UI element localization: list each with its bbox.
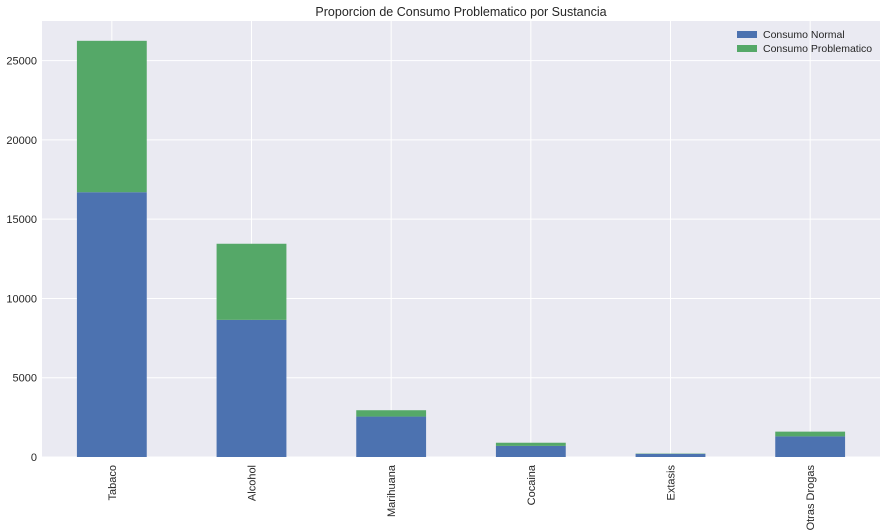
bar-consumo-normal bbox=[635, 453, 706, 457]
x-tick-label: Cocaina bbox=[526, 464, 538, 505]
legend: Consumo Normal Consumo Problematico bbox=[737, 29, 872, 55]
x-tick-label: Extasis bbox=[666, 465, 678, 501]
plot-background bbox=[42, 21, 880, 457]
x-axis-ticks: Tabaco Alcohol Marihuana Cocaina Extasis Otra… bbox=[107, 464, 817, 530]
bar-consumo-problematico bbox=[356, 410, 427, 417]
bar-consumo-problematico bbox=[216, 243, 287, 320]
bar-consumo-normal bbox=[76, 192, 147, 457]
bar-consumo-normal bbox=[495, 445, 566, 457]
bar-consumo-problematico bbox=[495, 442, 566, 446]
bar-consumo-problematico bbox=[775, 431, 846, 437]
legend-label: Consumo Normal bbox=[763, 29, 845, 41]
y-tick-label: 20000 bbox=[6, 135, 37, 147]
chart-title: Proporcion de Consumo Problematico por S… bbox=[315, 5, 606, 19]
y-tick-label: 25000 bbox=[6, 56, 37, 68]
y-tick-label: 0 bbox=[31, 452, 37, 464]
grid-lines bbox=[42, 21, 880, 458]
legend-swatch bbox=[737, 45, 757, 52]
bar-consumo-normal bbox=[775, 436, 846, 457]
legend-swatch bbox=[737, 31, 757, 38]
bar-consumo-normal bbox=[216, 319, 287, 457]
y-tick-label: 5000 bbox=[13, 373, 37, 385]
y-axis-ticks: 0 5000 10000 15000 20000 25000 bbox=[6, 56, 37, 464]
x-tick-label: Tabaco bbox=[107, 465, 119, 500]
x-tick-label: Otras Drogas bbox=[805, 465, 817, 530]
x-tick-label: Alcohol bbox=[247, 465, 259, 501]
bar-consumo-normal bbox=[356, 416, 427, 457]
y-tick-label: 10000 bbox=[6, 293, 37, 305]
bar-consumo-problematico bbox=[76, 40, 147, 193]
legend-label: Consumo Problematico bbox=[763, 43, 872, 55]
x-tick-label: Marihuana bbox=[386, 464, 398, 517]
bars bbox=[76, 40, 846, 457]
y-tick-label: 15000 bbox=[6, 214, 37, 226]
